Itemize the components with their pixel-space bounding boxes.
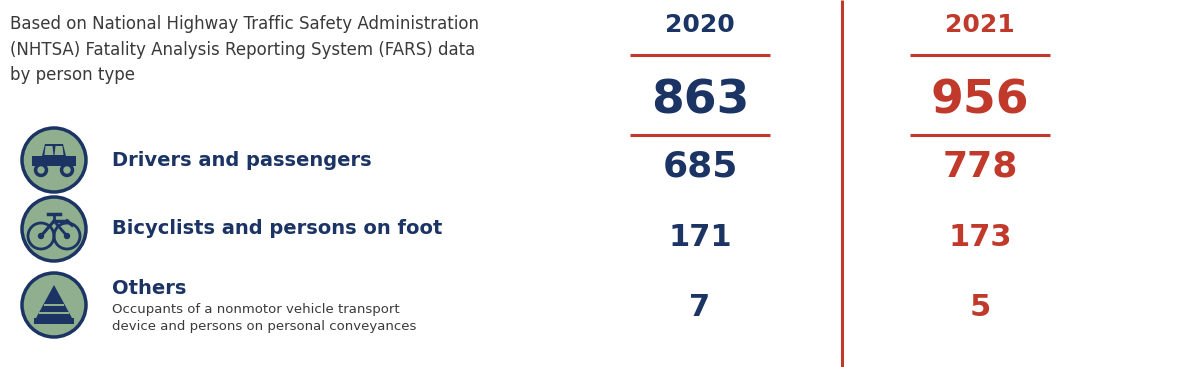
Polygon shape: [32, 156, 76, 166]
Polygon shape: [36, 285, 72, 318]
Circle shape: [64, 167, 70, 173]
Text: Others: Others: [112, 280, 186, 298]
Circle shape: [38, 167, 44, 173]
Text: Bicyclists and persons on foot: Bicyclists and persons on foot: [112, 219, 443, 239]
Polygon shape: [42, 144, 66, 156]
Polygon shape: [43, 304, 65, 306]
Polygon shape: [54, 146, 64, 155]
Ellipse shape: [22, 197, 86, 261]
Ellipse shape: [22, 273, 86, 337]
Text: Occupants of a nonmotor vehicle transport
device and persons on personal conveya: Occupants of a nonmotor vehicle transpor…: [112, 303, 416, 333]
Text: 956: 956: [931, 79, 1030, 124]
Text: Based on National Highway Traffic Safety Administration
(NHTSA) Fatality Analysi: Based on National Highway Traffic Safety…: [10, 15, 479, 84]
Circle shape: [65, 233, 70, 239]
Polygon shape: [40, 312, 68, 314]
Text: 2020: 2020: [665, 13, 734, 37]
Text: 863: 863: [650, 79, 749, 124]
Ellipse shape: [22, 128, 86, 192]
Text: 778: 778: [942, 150, 1018, 184]
Circle shape: [60, 164, 73, 177]
Polygon shape: [44, 146, 54, 155]
Polygon shape: [34, 318, 74, 324]
Text: 5: 5: [970, 293, 991, 322]
Text: 685: 685: [662, 150, 738, 184]
Text: 171: 171: [668, 223, 732, 252]
Text: 7: 7: [690, 293, 710, 322]
Text: 173: 173: [948, 223, 1012, 252]
Text: 2021: 2021: [946, 13, 1015, 37]
Circle shape: [38, 233, 43, 239]
Circle shape: [35, 164, 48, 177]
Text: Drivers and passengers: Drivers and passengers: [112, 150, 372, 170]
